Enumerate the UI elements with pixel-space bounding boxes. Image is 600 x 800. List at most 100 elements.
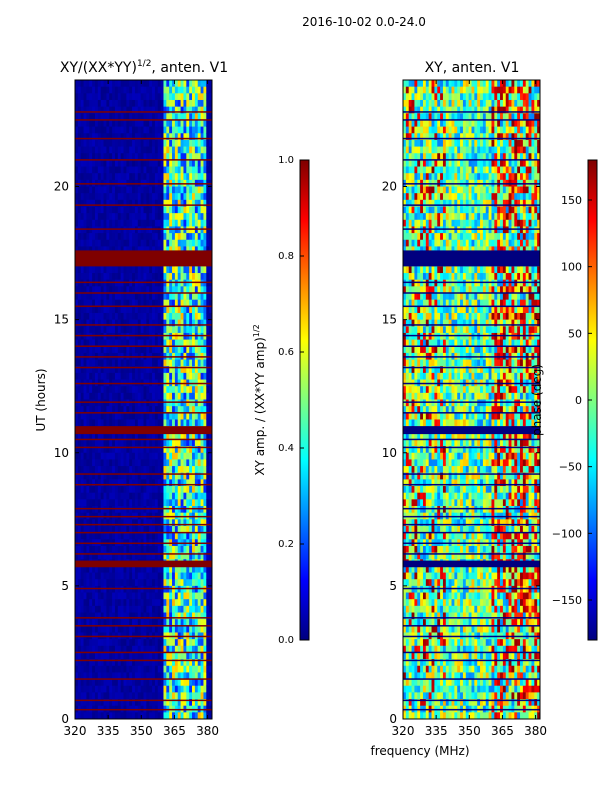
- heatmap-cell: [408, 213, 412, 221]
- heatmap-cell: [203, 552, 207, 560]
- heatmap-cell: [174, 219, 179, 227]
- heatmap-cell: [126, 579, 130, 587]
- heatmap-cell: [132, 565, 136, 573]
- heatmap-cell: [114, 139, 119, 147]
- heatmap-cell: [140, 432, 144, 440]
- heatmap-cell: [100, 213, 104, 221]
- heatmap-cell: [143, 86, 147, 94]
- heatmap-cell: [203, 432, 207, 440]
- heatmap-cell: [197, 439, 201, 447]
- heatmap-cell: [123, 326, 127, 334]
- heatmap-cell: [149, 199, 153, 207]
- heatmap-cell: [129, 146, 133, 154]
- heatmap-cell: [100, 459, 104, 467]
- heatmap-cell: [160, 452, 164, 460]
- heatmap-cell: [189, 332, 193, 340]
- flagged-line: [75, 119, 212, 121]
- heatmap-cell: [411, 346, 415, 354]
- heatmap-cell: [172, 499, 176, 507]
- heatmap-cell: [152, 712, 156, 719]
- heatmap-cell: [411, 406, 415, 414]
- heatmap-cell: [192, 532, 196, 540]
- heatmap-cell: [134, 233, 139, 241]
- heatmap-cell: [209, 93, 212, 101]
- heatmap-cell: [77, 332, 82, 340]
- heatmap-cell: [126, 452, 130, 460]
- heatmap-cell: [109, 519, 113, 527]
- heatmap-cell: [97, 153, 102, 161]
- heatmap-cell: [160, 113, 164, 121]
- heatmap-cell: [83, 392, 87, 400]
- heatmap-cell: [146, 359, 150, 367]
- heatmap-cell: [203, 499, 207, 507]
- heatmap-cell: [186, 406, 190, 414]
- heatmap-cell: [154, 565, 159, 573]
- heatmap-cell: [192, 412, 196, 420]
- heatmap-cell: [114, 446, 119, 454]
- heatmap-cell: [169, 712, 173, 719]
- heatmap-cell: [112, 672, 116, 680]
- heatmap-cell: [149, 419, 153, 427]
- heatmap-cell: [132, 279, 136, 287]
- heatmap-cell: [123, 619, 127, 627]
- heatmap-cell: [203, 306, 207, 314]
- heatmap-cell: [192, 372, 196, 380]
- heatmap-cell: [134, 419, 139, 427]
- heatmap-cell: [149, 332, 153, 340]
- heatmap-cell: [186, 399, 190, 407]
- heatmap-cell: [80, 213, 84, 221]
- heatmap-cell: [172, 166, 176, 174]
- heatmap-cell: [174, 312, 179, 321]
- heatmap-cell: [92, 332, 96, 340]
- heatmap-cell: [169, 326, 173, 334]
- heatmap-cell: [180, 126, 184, 134]
- heatmap-cell: [103, 519, 107, 527]
- heatmap-cell: [206, 645, 210, 653]
- heatmap-cell: [163, 133, 167, 141]
- heatmap-cell: [166, 439, 170, 447]
- heatmap-cell: [129, 226, 133, 234]
- heatmap-cell: [80, 439, 84, 447]
- heatmap-cell: [189, 219, 193, 227]
- heatmap-cell: [163, 625, 167, 633]
- heatmap-cell: [411, 219, 415, 227]
- heatmap-cell: [123, 372, 127, 380]
- heatmap-cell: [86, 159, 90, 167]
- heatmap-cell: [134, 692, 139, 700]
- heatmap-cell: [123, 406, 127, 414]
- heatmap-cell: [97, 186, 102, 194]
- heatmap-cell: [154, 372, 159, 380]
- heatmap-cell: [183, 605, 187, 613]
- heatmap-cell: [192, 119, 196, 127]
- heatmap-cell: [126, 652, 130, 660]
- heatmap-cell: [109, 406, 113, 414]
- heatmap-cell: [166, 99, 170, 108]
- heatmap-cell: [106, 279, 110, 287]
- heatmap-cell: [75, 639, 79, 647]
- heatmap-cell: [166, 612, 170, 620]
- heatmap-cell: [123, 639, 127, 647]
- heatmap-cell: [183, 599, 187, 607]
- heatmap-cell: [192, 339, 196, 347]
- heatmap-cell: [157, 699, 162, 707]
- flagged-line: [75, 507, 212, 510]
- heatmap-cell: [92, 113, 96, 121]
- heatmap-cell: [123, 193, 127, 201]
- heatmap-cell: [157, 93, 162, 101]
- heatmap-cell: [180, 319, 184, 327]
- heatmap-cell: [149, 605, 153, 613]
- heatmap-cell: [80, 332, 84, 340]
- heatmap-cell: [200, 113, 204, 121]
- heatmap-cell: [203, 126, 207, 134]
- heatmap-cell: [134, 273, 139, 281]
- heatmap-cell: [192, 659, 196, 667]
- heatmap-cell: [200, 552, 204, 560]
- heatmap-cell: [97, 452, 102, 460]
- heatmap-cell: [83, 506, 87, 514]
- heatmap-cell: [403, 419, 407, 427]
- heatmap-cell: [86, 672, 90, 680]
- heatmap-cell: [197, 645, 201, 653]
- heatmap-cell: [206, 412, 210, 420]
- heatmap-cell: [134, 326, 139, 334]
- heatmap-cell: [126, 565, 130, 573]
